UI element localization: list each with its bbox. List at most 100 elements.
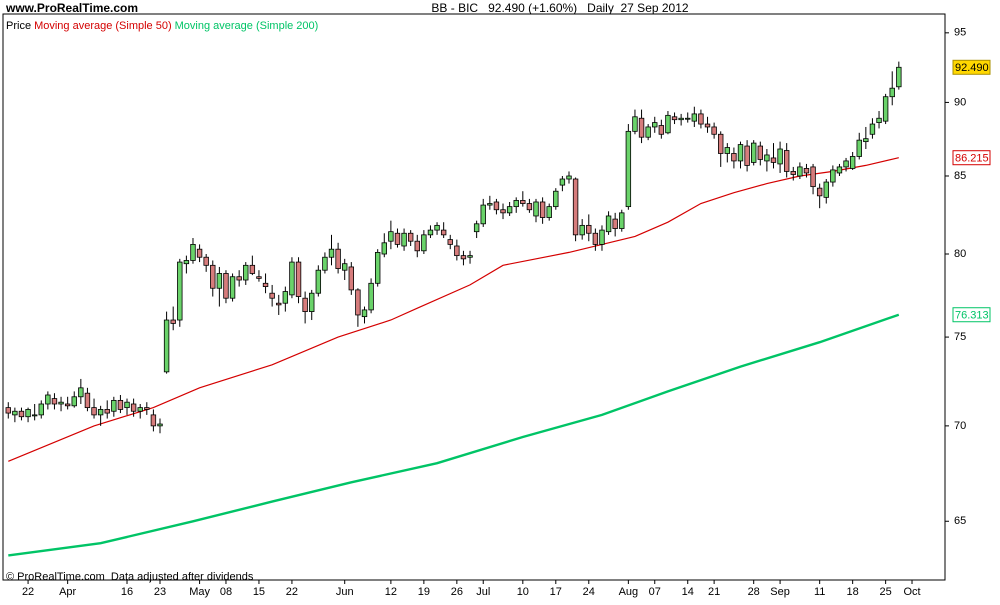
candle-body: [506, 206, 513, 214]
candle-body: [586, 224, 592, 234]
candle-body: [394, 232, 401, 245]
candle-body: [190, 243, 196, 261]
candle-body: [368, 282, 374, 311]
candle-body: [526, 203, 533, 211]
candle-body: [599, 229, 605, 245]
candle-body: [104, 409, 110, 414]
candle-body: [856, 139, 862, 157]
candle-body: [665, 114, 671, 134]
candle-body: [236, 276, 242, 281]
candle-body: [84, 392, 91, 409]
y-tick-label: 75: [954, 331, 966, 343]
x-tick-label: May: [189, 586, 210, 598]
candle-body: [658, 125, 665, 135]
candle-body: [315, 269, 322, 294]
x-tick-label: 25: [880, 586, 892, 598]
x-tick-label: 16: [121, 586, 133, 598]
candle-body: [196, 248, 203, 258]
candle-body: [71, 396, 77, 407]
y-tick-label: 95: [954, 27, 966, 39]
candle-body: [849, 156, 856, 169]
y-tick-label: 70: [954, 420, 966, 432]
candle-body: [203, 256, 209, 266]
candle-body: [652, 122, 658, 128]
candle-body: [295, 261, 302, 297]
candle-body: [309, 292, 315, 312]
candle-body: [553, 190, 559, 208]
candle-body: [830, 169, 836, 183]
candle-body: [803, 168, 810, 174]
candle-body: [836, 166, 843, 174]
x-tick-label: 15: [253, 586, 265, 598]
y-tick-label: 85: [954, 170, 966, 182]
candle-body: [823, 181, 829, 198]
candle-body: [704, 123, 711, 128]
candle-body: [64, 403, 71, 407]
candle-body: [124, 401, 130, 409]
candle-body: [757, 145, 763, 160]
candle-body: [797, 166, 803, 177]
price-tag-label: 86.215: [955, 153, 989, 165]
candle-body: [18, 410, 25, 418]
candle-body: [876, 117, 882, 123]
legend-entry: Moving average (Simple 200): [175, 20, 319, 32]
candle-body: [579, 224, 585, 236]
candle-body: [790, 171, 796, 175]
candle-body: [421, 234, 427, 252]
candle-body: [744, 145, 750, 166]
candle-body: [698, 113, 704, 125]
candle-body: [724, 147, 731, 154]
candle-body: [243, 264, 249, 281]
plot-frame: [2, 13, 946, 581]
candle-body: [157, 423, 163, 427]
legend: Price Moving average (Simple 50) Moving …: [6, 20, 318, 32]
chart-title: BB - BIC 92.490 (+1.60%) Daily 27 Sep 20…: [431, 1, 688, 15]
candle-body: [111, 399, 117, 412]
candle-body: [322, 256, 328, 271]
candle-body: [374, 252, 381, 284]
y-tick-label: 90: [954, 96, 966, 108]
candle-body: [493, 201, 500, 211]
candle-body: [691, 113, 698, 122]
candle-body: [177, 261, 183, 321]
candle-body: [539, 201, 546, 218]
candle-body: [78, 387, 84, 398]
candle-body: [12, 410, 18, 416]
site-name: www.ProRealTime.com: [5, 1, 138, 15]
x-tick-label: Jul: [476, 586, 490, 598]
candle-body: [810, 166, 816, 188]
candle-body: [223, 273, 229, 299]
candle-body: [388, 231, 394, 242]
x-tick-label: 08: [220, 586, 232, 598]
candle-body: [381, 242, 387, 255]
legend-entry: Price: [6, 20, 31, 32]
candle-body: [414, 240, 420, 252]
candle-body: [869, 123, 876, 135]
candle-body: [513, 200, 519, 208]
candle-body: [737, 144, 744, 162]
candle-body: [487, 203, 493, 206]
candle-body: [896, 66, 902, 88]
candle-body: [447, 239, 453, 245]
candle-body: [183, 260, 190, 265]
candle-body: [520, 200, 526, 204]
candle-body: [592, 232, 599, 245]
candle-body: [440, 229, 447, 236]
candle-body: [262, 282, 269, 287]
candle-body: [401, 232, 407, 247]
x-tick-label: 21: [708, 586, 720, 598]
x-tick-label: 22: [286, 586, 298, 598]
candle-body: [427, 229, 434, 236]
candle-body: [51, 398, 58, 405]
candle-body: [302, 297, 308, 312]
x-tick-label: Jun: [336, 586, 354, 598]
x-tick-label: 07: [649, 586, 661, 598]
x-tick-label: 24: [583, 586, 595, 598]
footer: © ProRealTime.com Data adjusted after di…: [6, 571, 254, 583]
x-tick-label: 18: [847, 586, 859, 598]
candle-body: [163, 319, 170, 373]
candle-body: [25, 409, 31, 418]
x-tick-label: 12: [385, 586, 397, 598]
y-tick-label: 80: [954, 248, 966, 260]
